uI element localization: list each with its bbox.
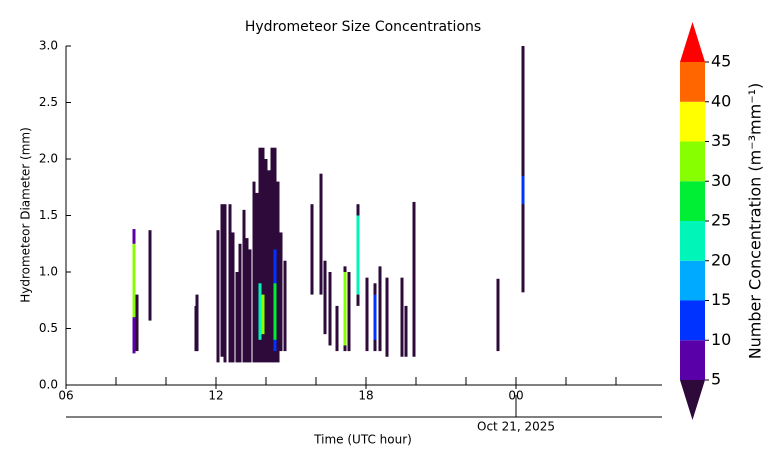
size-bin-column — [521, 46, 525, 293]
y-tick-label: 1.5 — [39, 208, 58, 222]
size-bin-column — [255, 192, 259, 363]
size-bin-column — [404, 305, 408, 357]
size-bin-column — [343, 272, 347, 346]
size-bin-column — [135, 294, 139, 352]
chart-title: Hydrometeor Size Concentrations — [245, 19, 481, 35]
size-bin-column — [148, 230, 152, 321]
y-tick-label: 3.0 — [39, 39, 58, 53]
colorbar-tick-label: 45 — [711, 52, 731, 71]
size-bin-column — [195, 294, 199, 352]
size-bin-column — [258, 283, 262, 340]
colorbar-band — [680, 340, 705, 380]
colorbar-tick-label: 10 — [711, 330, 731, 349]
colorbar-tick-label: 40 — [711, 91, 731, 110]
size-bin-column — [521, 175, 525, 205]
colorbar-band — [680, 141, 705, 182]
date-label: Oct 21, 2025 — [477, 420, 555, 434]
size-bin-column — [279, 232, 283, 352]
size-bin-column — [252, 181, 256, 363]
colorbar-tick-label: 15 — [711, 290, 731, 309]
colorbar-tick-label: 25 — [711, 211, 731, 230]
colorbar-label: Number Concentration (m⁻³mm⁻¹) — [746, 83, 765, 360]
colorbar-tick-label: 20 — [711, 250, 731, 269]
size-bin-column — [356, 215, 360, 295]
colorbar-band — [680, 221, 705, 261]
size-bin-column — [231, 232, 235, 363]
x-tick-label: 18 — [358, 389, 373, 403]
size-bin-column — [400, 277, 404, 357]
colorbar-band — [680, 300, 705, 341]
size-bin-column — [496, 278, 500, 352]
y-tick-label: 0.5 — [39, 321, 58, 335]
colorbar-band — [680, 101, 705, 142]
colorbar-band — [680, 181, 705, 221]
size-bin-column — [220, 204, 224, 357]
size-bin-column — [319, 173, 323, 295]
size-bin-column — [273, 283, 277, 340]
size-bin-column — [373, 294, 377, 340]
size-bin-column — [385, 277, 389, 357]
size-bin-column — [238, 243, 242, 363]
size-bin-column — [264, 159, 268, 363]
size-bin-column — [323, 260, 327, 335]
size-bin-column — [248, 249, 252, 363]
colorbar-tick-label: 30 — [711, 171, 731, 190]
size-bin-column — [283, 260, 287, 352]
size-bin-column — [310, 204, 314, 295]
size-bin-column — [245, 238, 249, 363]
size-bin-column — [261, 294, 265, 335]
x-tick-label: 06 — [58, 389, 73, 403]
size-bin-column — [335, 305, 339, 352]
colorbar-under — [680, 380, 705, 420]
y-axis-label: Hydrometeor Diameter (mm) — [19, 127, 33, 303]
x-axis-label: Time (UTC hour) — [313, 433, 412, 447]
size-bin-column — [347, 272, 351, 352]
colorbar-band — [680, 62, 705, 102]
size-bin-column — [412, 201, 416, 357]
size-bin-column — [261, 147, 265, 363]
size-bin-column — [242, 209, 246, 363]
colorbar-tick-label: 35 — [711, 131, 731, 150]
size-bin-column — [132, 243, 136, 318]
size-bin-column — [276, 181, 280, 363]
y-tick-label: 2.0 — [39, 152, 58, 166]
colorbar-tick-label: 5 — [711, 370, 721, 389]
size-bin-column — [365, 277, 369, 352]
size-bin-column — [258, 147, 262, 363]
y-tick-label: 2.5 — [39, 95, 58, 109]
size-bin-column — [267, 170, 271, 363]
size-bin-column — [328, 272, 332, 346]
size-bin-column — [235, 272, 239, 363]
colorbar-band — [680, 260, 705, 301]
y-tick-label: 1.0 — [39, 265, 58, 279]
size-bin-column — [228, 204, 232, 363]
size-bin-column — [378, 266, 382, 352]
x-tick-label: 12 — [208, 389, 223, 403]
y-tick-label: 0.0 — [39, 378, 58, 392]
colorbar-over — [680, 22, 705, 62]
size-bin-column — [216, 230, 220, 363]
size-bin-column — [223, 204, 227, 363]
size-bin-column — [270, 147, 274, 363]
